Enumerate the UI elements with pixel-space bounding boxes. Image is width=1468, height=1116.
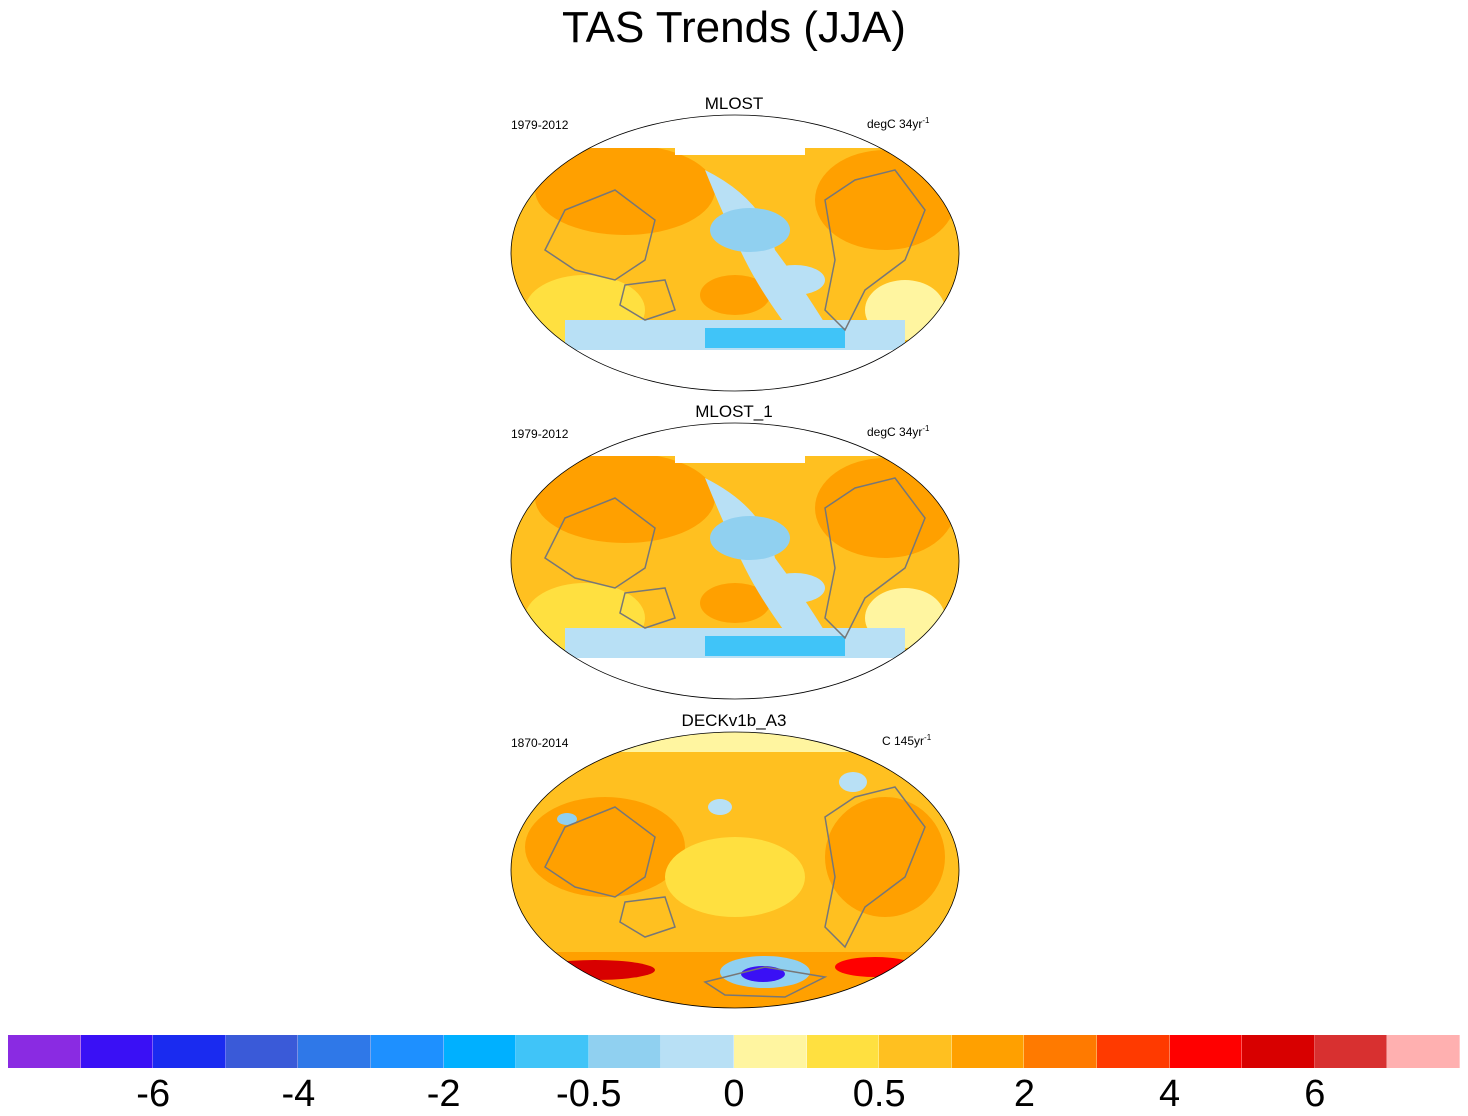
colorbar-swatch: [225, 1035, 299, 1068]
panel-title-mlost-1: MLOST_1: [695, 402, 773, 421]
colorbar-swatch: [1387, 1035, 1460, 1068]
colorbar-swatch: [806, 1035, 880, 1068]
colorbar-swatch: [879, 1035, 952, 1068]
colorbar-label: -4: [281, 1073, 316, 1115]
colorbar-swatch: [1169, 1035, 1243, 1068]
colorbar-label: -2: [426, 1073, 461, 1115]
colorbar-swatch: [153, 1035, 226, 1068]
colorbar-swatch: [8, 1035, 81, 1068]
colorbar-labels: -6 -4 -2 -0.5 0 0.5 2 4 6: [0, 1072, 1468, 1116]
colorbar-swatch: [516, 1035, 589, 1068]
panel-units: degC 34yr-1: [867, 116, 930, 131]
colorbar-swatch: [1024, 1035, 1097, 1068]
map-deckv1b-a3: [510, 731, 960, 1009]
figure-title: TAS Trends (JJA): [562, 3, 906, 52]
colorbar-swatch: [80, 1035, 154, 1068]
panel-title-deckv1b-a3: DECKv1b_A3: [681, 711, 787, 730]
panel-period: 1979-2012: [511, 118, 569, 132]
colorbar-swatch: [443, 1035, 517, 1068]
colorbar: [8, 1035, 1460, 1068]
panel-period: 1870-2014: [511, 736, 569, 750]
panel-units: C 145yr-1: [882, 733, 932, 748]
colorbar-swatch: [1242, 1035, 1315, 1068]
colorbar-swatch: [370, 1035, 444, 1068]
colorbar-swatch: [661, 1035, 734, 1068]
colorbar-label: 2: [1013, 1073, 1035, 1115]
colorbar-swatch: [298, 1035, 371, 1068]
panel-period: 1979-2012: [511, 427, 569, 441]
colorbar-swatch: [733, 1035, 807, 1068]
colorbar-swatch: [951, 1035, 1025, 1068]
map-mlost: [510, 114, 960, 392]
colorbar-swatch: [1096, 1035, 1170, 1068]
colorbar-label: 6: [1304, 1073, 1326, 1115]
colorbar-label: 0: [723, 1073, 745, 1115]
colorbar-swatch: [588, 1035, 662, 1068]
map-mlost-1: [510, 422, 960, 700]
colorbar-label: -0.5: [556, 1073, 622, 1115]
panel-units: degC 34yr-1: [867, 424, 930, 439]
colorbar-swatch: [1314, 1035, 1388, 1068]
colorbar-label: 0.5: [852, 1073, 906, 1115]
colorbar-label: 4: [1159, 1073, 1181, 1115]
colorbar-label: -6: [136, 1073, 171, 1115]
panel-title-mlost: MLOST: [704, 94, 764, 113]
